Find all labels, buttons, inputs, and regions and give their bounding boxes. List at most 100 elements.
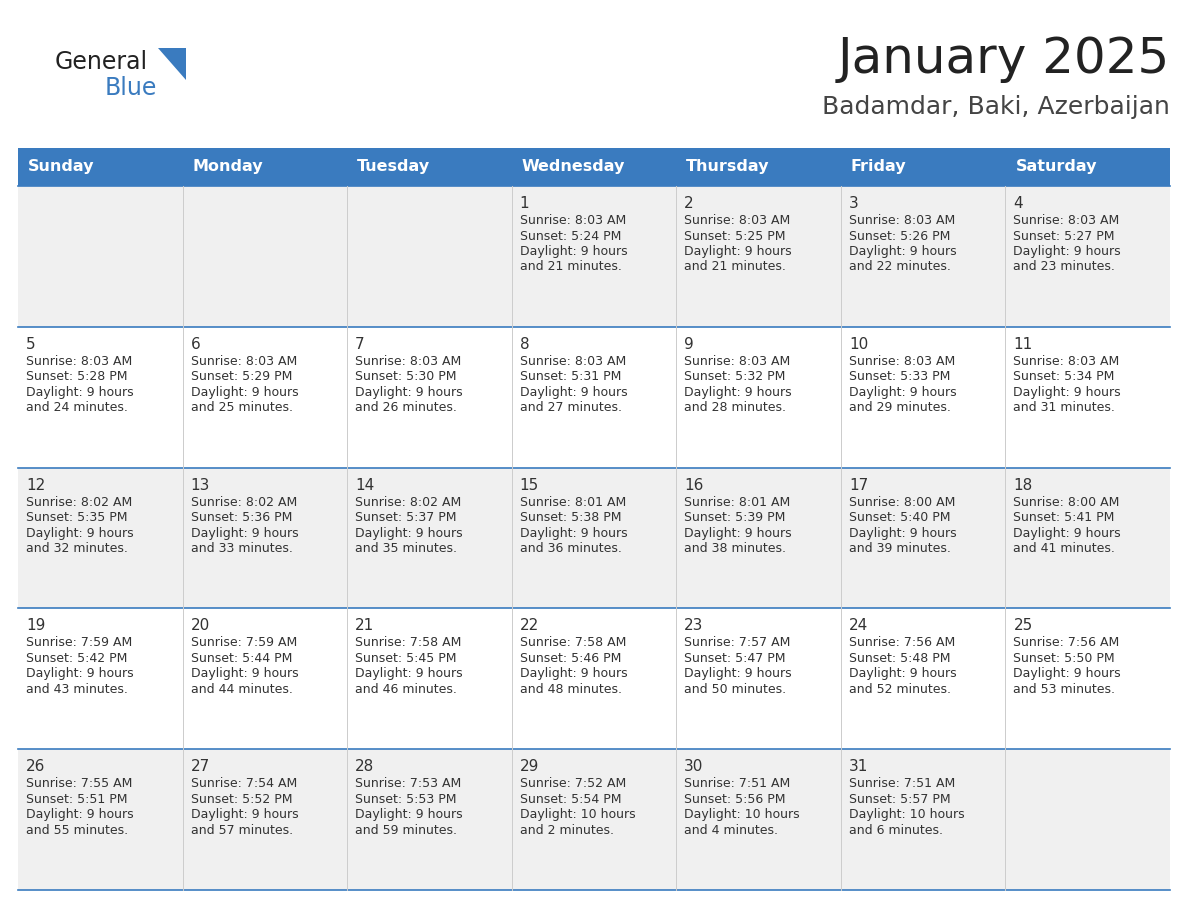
Text: 3: 3 bbox=[849, 196, 859, 211]
Text: and 21 minutes.: and 21 minutes. bbox=[519, 261, 621, 274]
Text: Daylight: 10 hours: Daylight: 10 hours bbox=[684, 808, 800, 822]
Text: Sunrise: 7:59 AM: Sunrise: 7:59 AM bbox=[190, 636, 297, 649]
Text: Sunset: 5:25 PM: Sunset: 5:25 PM bbox=[684, 230, 785, 242]
Text: Daylight: 9 hours: Daylight: 9 hours bbox=[519, 245, 627, 258]
Text: and 28 minutes.: and 28 minutes. bbox=[684, 401, 786, 414]
Text: Sunday: Sunday bbox=[29, 160, 95, 174]
Text: 6: 6 bbox=[190, 337, 201, 352]
Text: Daylight: 9 hours: Daylight: 9 hours bbox=[684, 386, 792, 398]
Text: Wednesday: Wednesday bbox=[522, 160, 625, 174]
Text: Sunset: 5:33 PM: Sunset: 5:33 PM bbox=[849, 370, 950, 384]
Text: 26: 26 bbox=[26, 759, 45, 774]
Text: Daylight: 9 hours: Daylight: 9 hours bbox=[849, 245, 956, 258]
Text: Sunset: 5:28 PM: Sunset: 5:28 PM bbox=[26, 370, 127, 384]
Text: Daylight: 9 hours: Daylight: 9 hours bbox=[1013, 245, 1121, 258]
Text: 19: 19 bbox=[26, 619, 45, 633]
Text: and 41 minutes.: and 41 minutes. bbox=[1013, 543, 1116, 555]
Text: Sunrise: 7:53 AM: Sunrise: 7:53 AM bbox=[355, 778, 461, 790]
Text: Friday: Friday bbox=[851, 160, 906, 174]
Text: Sunset: 5:47 PM: Sunset: 5:47 PM bbox=[684, 652, 785, 665]
Text: and 31 minutes.: and 31 minutes. bbox=[1013, 401, 1116, 414]
Text: Sunrise: 8:03 AM: Sunrise: 8:03 AM bbox=[849, 214, 955, 227]
Text: Daylight: 9 hours: Daylight: 9 hours bbox=[1013, 527, 1121, 540]
Text: and 32 minutes.: and 32 minutes. bbox=[26, 543, 128, 555]
Text: 29: 29 bbox=[519, 759, 539, 774]
Text: Sunrise: 8:01 AM: Sunrise: 8:01 AM bbox=[519, 496, 626, 509]
Text: Sunset: 5:57 PM: Sunset: 5:57 PM bbox=[849, 793, 950, 806]
Text: and 46 minutes.: and 46 minutes. bbox=[355, 683, 457, 696]
Text: and 36 minutes.: and 36 minutes. bbox=[519, 543, 621, 555]
Text: Sunrise: 7:58 AM: Sunrise: 7:58 AM bbox=[519, 636, 626, 649]
Text: 14: 14 bbox=[355, 477, 374, 493]
Text: Sunset: 5:52 PM: Sunset: 5:52 PM bbox=[190, 793, 292, 806]
Text: Sunset: 5:32 PM: Sunset: 5:32 PM bbox=[684, 370, 785, 384]
Text: Sunrise: 7:56 AM: Sunrise: 7:56 AM bbox=[1013, 636, 1119, 649]
Text: Sunrise: 8:02 AM: Sunrise: 8:02 AM bbox=[190, 496, 297, 509]
Text: Sunrise: 8:03 AM: Sunrise: 8:03 AM bbox=[519, 214, 626, 227]
Text: Daylight: 9 hours: Daylight: 9 hours bbox=[190, 808, 298, 822]
Text: Daylight: 9 hours: Daylight: 9 hours bbox=[26, 667, 133, 680]
Text: and 55 minutes.: and 55 minutes. bbox=[26, 823, 128, 836]
Text: Sunrise: 8:03 AM: Sunrise: 8:03 AM bbox=[26, 354, 132, 368]
Text: 12: 12 bbox=[26, 477, 45, 493]
Text: Daylight: 9 hours: Daylight: 9 hours bbox=[684, 527, 792, 540]
Text: Sunset: 5:56 PM: Sunset: 5:56 PM bbox=[684, 793, 785, 806]
Text: Sunset: 5:31 PM: Sunset: 5:31 PM bbox=[519, 370, 621, 384]
Text: Sunrise: 7:57 AM: Sunrise: 7:57 AM bbox=[684, 636, 791, 649]
Text: Sunset: 5:40 PM: Sunset: 5:40 PM bbox=[849, 511, 950, 524]
Text: Sunrise: 8:00 AM: Sunrise: 8:00 AM bbox=[1013, 496, 1120, 509]
Text: Saturday: Saturday bbox=[1016, 160, 1097, 174]
Bar bbox=[18, 327, 1170, 467]
Text: Daylight: 9 hours: Daylight: 9 hours bbox=[26, 808, 133, 822]
Text: Sunset: 5:45 PM: Sunset: 5:45 PM bbox=[355, 652, 456, 665]
Text: Sunrise: 8:03 AM: Sunrise: 8:03 AM bbox=[1013, 214, 1119, 227]
Text: and 44 minutes.: and 44 minutes. bbox=[190, 683, 292, 696]
Text: Daylight: 9 hours: Daylight: 9 hours bbox=[190, 386, 298, 398]
Text: 4: 4 bbox=[1013, 196, 1023, 211]
Text: Daylight: 9 hours: Daylight: 9 hours bbox=[519, 386, 627, 398]
Text: Sunset: 5:46 PM: Sunset: 5:46 PM bbox=[519, 652, 621, 665]
Text: and 48 minutes.: and 48 minutes. bbox=[519, 683, 621, 696]
Text: 11: 11 bbox=[1013, 337, 1032, 352]
Text: Daylight: 9 hours: Daylight: 9 hours bbox=[1013, 667, 1121, 680]
Text: Sunset: 5:37 PM: Sunset: 5:37 PM bbox=[355, 511, 456, 524]
Text: and 6 minutes.: and 6 minutes. bbox=[849, 823, 943, 836]
Text: 2: 2 bbox=[684, 196, 694, 211]
Text: and 43 minutes.: and 43 minutes. bbox=[26, 683, 128, 696]
Text: and 27 minutes.: and 27 minutes. bbox=[519, 401, 621, 414]
Text: Daylight: 9 hours: Daylight: 9 hours bbox=[849, 667, 956, 680]
Text: Blue: Blue bbox=[105, 76, 157, 100]
Text: and 21 minutes.: and 21 minutes. bbox=[684, 261, 786, 274]
Bar bbox=[18, 148, 1170, 186]
Text: Sunrise: 8:02 AM: Sunrise: 8:02 AM bbox=[26, 496, 132, 509]
Text: 24: 24 bbox=[849, 619, 868, 633]
Text: Badamdar, Baki, Azerbaijan: Badamdar, Baki, Azerbaijan bbox=[822, 95, 1170, 119]
Text: 27: 27 bbox=[190, 759, 210, 774]
Text: 31: 31 bbox=[849, 759, 868, 774]
Text: Daylight: 9 hours: Daylight: 9 hours bbox=[1013, 386, 1121, 398]
Text: Sunset: 5:29 PM: Sunset: 5:29 PM bbox=[190, 370, 292, 384]
Text: 8: 8 bbox=[519, 337, 530, 352]
Text: and 2 minutes.: and 2 minutes. bbox=[519, 823, 614, 836]
Text: Sunrise: 8:03 AM: Sunrise: 8:03 AM bbox=[684, 354, 790, 368]
Text: Daylight: 10 hours: Daylight: 10 hours bbox=[519, 808, 636, 822]
Text: Daylight: 9 hours: Daylight: 9 hours bbox=[355, 386, 463, 398]
Text: 20: 20 bbox=[190, 619, 210, 633]
Text: Sunrise: 8:01 AM: Sunrise: 8:01 AM bbox=[684, 496, 790, 509]
Text: Thursday: Thursday bbox=[687, 160, 770, 174]
Text: 17: 17 bbox=[849, 477, 868, 493]
Text: Daylight: 9 hours: Daylight: 9 hours bbox=[190, 667, 298, 680]
Text: 10: 10 bbox=[849, 337, 868, 352]
Text: Sunrise: 7:51 AM: Sunrise: 7:51 AM bbox=[684, 778, 790, 790]
Text: Sunrise: 8:03 AM: Sunrise: 8:03 AM bbox=[849, 354, 955, 368]
Text: and 57 minutes.: and 57 minutes. bbox=[190, 823, 292, 836]
Text: Daylight: 9 hours: Daylight: 9 hours bbox=[26, 386, 133, 398]
Text: and 25 minutes.: and 25 minutes. bbox=[190, 401, 292, 414]
Text: Daylight: 9 hours: Daylight: 9 hours bbox=[849, 527, 956, 540]
Text: and 39 minutes.: and 39 minutes. bbox=[849, 543, 950, 555]
Text: 15: 15 bbox=[519, 477, 539, 493]
Text: 28: 28 bbox=[355, 759, 374, 774]
Text: Sunrise: 8:03 AM: Sunrise: 8:03 AM bbox=[519, 354, 626, 368]
Text: and 52 minutes.: and 52 minutes. bbox=[849, 683, 950, 696]
Text: Sunset: 5:24 PM: Sunset: 5:24 PM bbox=[519, 230, 621, 242]
